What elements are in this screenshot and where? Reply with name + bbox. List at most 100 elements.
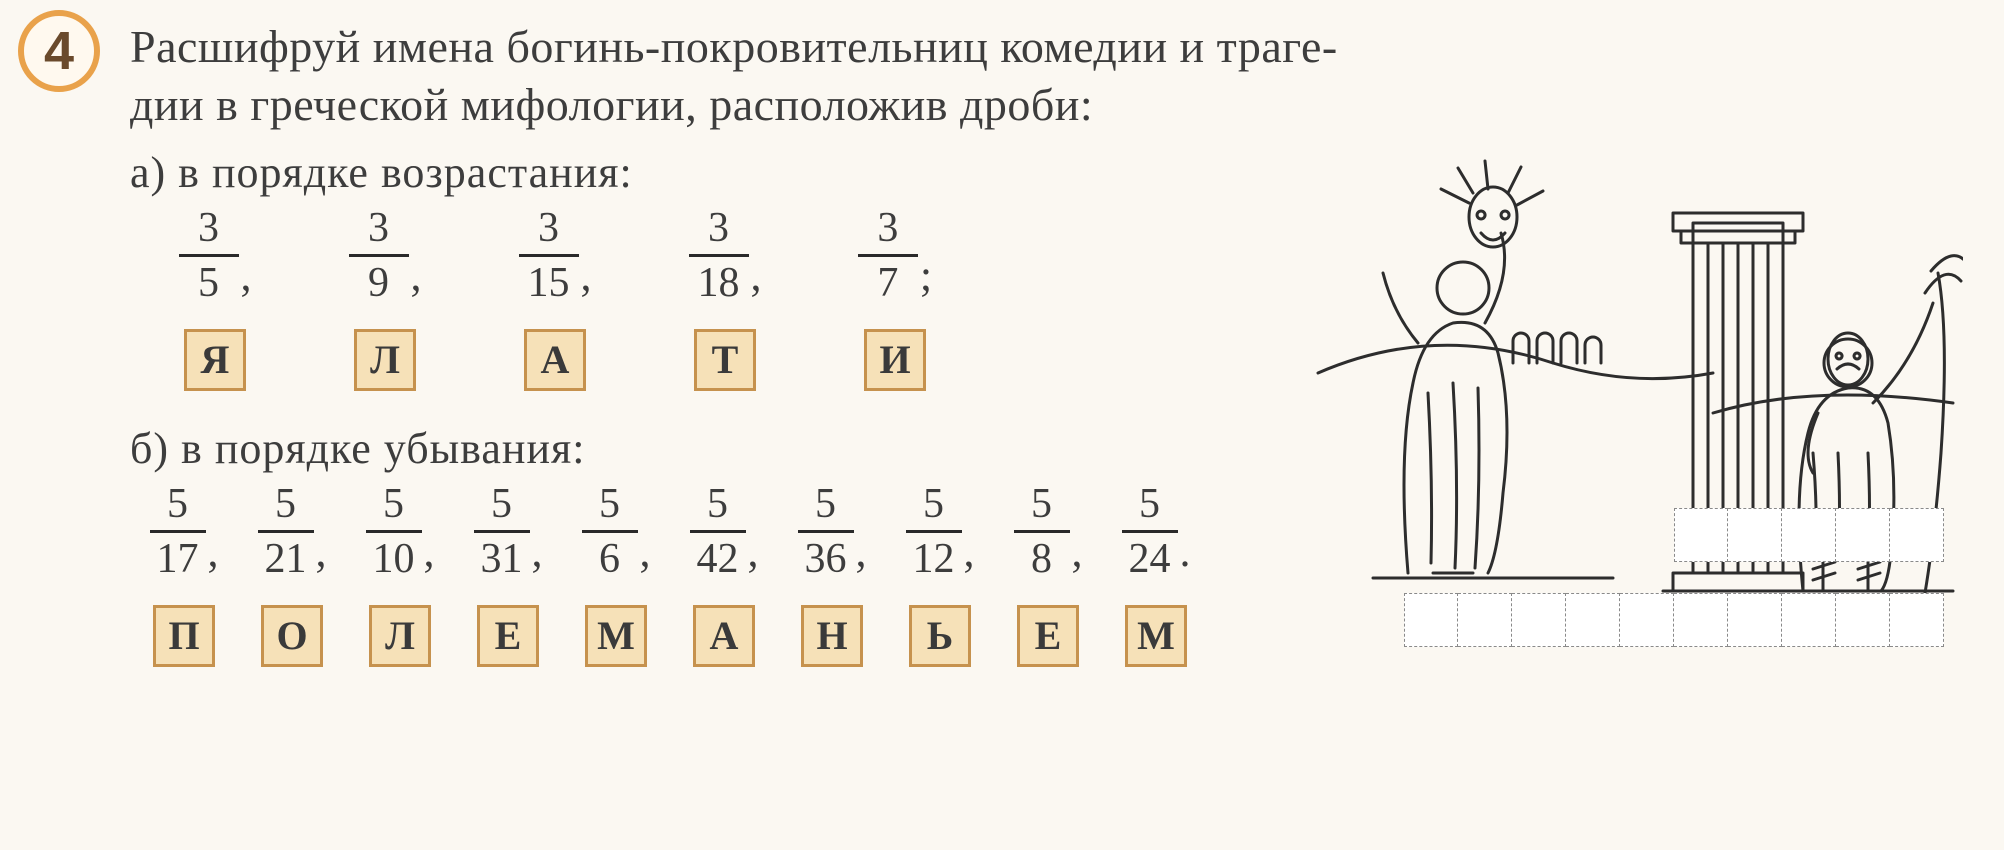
fraction-den: 21 [265,537,307,581]
fraction-den: 36 [805,537,847,581]
answer-cell[interactable] [1836,593,1890,647]
fraction-bar [689,254,749,257]
separator: , [579,250,592,305]
answer-cell[interactable] [1782,508,1836,562]
fraction-num: 3 [198,206,219,250]
fraction-num: 5 [815,482,836,526]
letter-cell: А [670,605,778,667]
fraction: 3 18 [689,206,749,305]
fraction-num: 3 [877,206,898,250]
letter-box: Я [184,329,246,391]
answer-cell[interactable] [1512,593,1566,647]
fraction-bar [1014,530,1070,533]
separator: ; [918,250,932,305]
fraction-num: 5 [383,482,404,526]
letter-box: Е [1017,605,1079,667]
problem-text-line2: дии в греческой мифологии, расположив др… [130,79,1093,130]
part-b-letters: П О Л Е М А Н Ь Е М [130,605,1313,667]
fraction-cell: 531, [454,482,562,581]
left-column: а) в порядке возрастания: 3 5 , 3 [30,143,1313,667]
answer-cell[interactable] [1404,593,1458,647]
separator: , [422,526,435,581]
answer-cell[interactable] [1674,508,1728,562]
fraction-den: 24 [1129,537,1171,581]
fraction-bar [798,530,854,533]
fraction-cell: 521, [238,482,346,581]
answer-cell[interactable] [1728,508,1782,562]
worksheet-page: 4 Расшифруй имена богинь-покровительниц … [0,0,2004,850]
answer-cell[interactable] [1458,593,1512,647]
answer-cell[interactable] [1782,593,1836,647]
answer-cell[interactable] [1890,508,1944,562]
fraction: 3 7 [858,206,918,305]
letter-box: Е [477,605,539,667]
letter-cell: И [810,329,980,391]
answer-cell[interactable] [1890,593,1944,647]
fraction-den: 18 [698,261,740,305]
fraction: 58 [1014,482,1070,581]
grid-row [1674,508,1944,562]
fraction: 512 [906,482,962,581]
fraction-num: 3 [708,206,729,250]
right-column [1313,143,1964,667]
answer-cell[interactable] [1566,593,1620,647]
fraction-bar [858,254,918,257]
letter-box: М [585,605,647,667]
letter-cell: Л [300,329,470,391]
fraction-bar [906,530,962,533]
fraction-num: 5 [707,482,728,526]
answer-grid-b[interactable] [1404,593,1944,647]
part-a-label: а) в порядке возрастания: [130,147,1313,198]
fraction-bar [258,530,314,533]
fraction: 56 [582,482,638,581]
fraction-cell: 3 7 ; [810,206,980,305]
fraction-den: 17 [157,537,199,581]
fraction-bar [150,530,206,533]
letter-box: Ь [909,605,971,667]
separator: , [1070,526,1083,581]
fraction-den: 31 [481,537,523,581]
letter-cell: Т [640,329,810,391]
letter-cell: П [130,605,238,667]
part-b-label: б) в порядке убывания: [130,423,1313,474]
problem-number-badge: 4 [18,10,100,92]
fraction-num: 5 [923,482,944,526]
answer-grid-a[interactable] [1674,508,1944,562]
answer-cell[interactable] [1728,593,1782,647]
answer-cell[interactable] [1836,508,1890,562]
part-a-letters: Я Л А Т И [130,329,1313,391]
letter-box: А [524,329,586,391]
fraction-bar [1122,530,1178,533]
fraction: 521 [258,482,314,581]
fraction-den: 9 [368,261,389,305]
letter-cell: А [470,329,640,391]
fraction: 517 [150,482,206,581]
fraction: 510 [366,482,422,581]
part-a: а) в порядке возрастания: 3 5 , 3 [130,147,1313,391]
fraction-bar [179,254,239,257]
separator: , [239,250,252,305]
fraction: 531 [474,482,530,581]
letter-box: П [153,605,215,667]
letter-cell: О [238,605,346,667]
fraction-den: 8 [1031,537,1052,581]
separator: , [638,526,651,581]
separator: , [314,526,327,581]
letter-cell: М [1102,605,1210,667]
answer-cell[interactable] [1674,593,1728,647]
fraction-num: 3 [368,206,389,250]
fraction-cell: 517, [130,482,238,581]
answer-cell[interactable] [1620,593,1674,647]
fraction-bar [519,254,579,257]
fraction-bar [366,530,422,533]
fraction-den: 7 [877,261,898,305]
separator: , [746,526,759,581]
separator: , [854,526,867,581]
letter-box: Л [354,329,416,391]
fraction: 3 9 [349,206,409,305]
fraction-num: 5 [1031,482,1052,526]
fraction-cell: 5 36, [778,482,886,581]
letter-cell: Я [130,329,300,391]
part-a-fractions: 3 5 , 3 9 , 3 [130,206,1313,305]
fraction-cell: 3 5 , [130,206,300,305]
